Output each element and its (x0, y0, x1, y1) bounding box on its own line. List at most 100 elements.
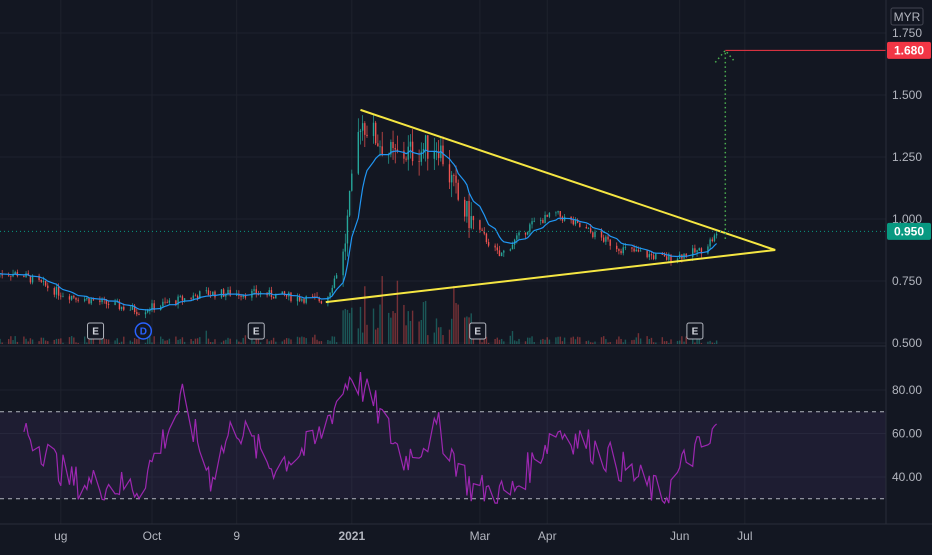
candle-body (620, 250, 622, 254)
volume-bar (433, 332, 436, 344)
price-axis[interactable]: 0.500 0.750 1.000 1.250 1.500 1.750 (892, 26, 922, 350)
volume-bar (377, 327, 379, 344)
volume-bar (531, 336, 533, 344)
candle-body (572, 220, 574, 225)
volume-bar (420, 319, 422, 344)
volume-bar (101, 338, 103, 344)
candle-body (692, 248, 694, 257)
volume-bar (576, 336, 579, 344)
volume-bar (53, 339, 55, 344)
volume-bar (196, 338, 199, 344)
candle-body (298, 296, 301, 301)
target-line[interactable] (0, 49, 886, 232)
candle-body (665, 256, 668, 260)
candle-body (618, 249, 620, 251)
volume-bar (652, 342, 655, 344)
symmetric-triangle[interactable] (325, 108, 776, 304)
candle-body (487, 242, 490, 246)
volume-bar (422, 302, 425, 344)
volume-bar (138, 337, 140, 344)
volume-bar (679, 340, 681, 344)
price-tick-label: 1.750 (892, 26, 922, 40)
volume-bar (159, 336, 162, 344)
candle-body (320, 301, 323, 304)
volume-bar (57, 338, 60, 344)
candle-body (455, 175, 457, 183)
candle-body (129, 309, 131, 311)
candle-body (88, 297, 90, 304)
volume-bar (681, 336, 683, 344)
volume-bar (83, 336, 86, 344)
volume-bar (335, 342, 338, 344)
volume-bar (409, 320, 412, 344)
price-candles[interactable] (0, 114, 718, 319)
candle-body (496, 247, 498, 251)
volume-bar (270, 340, 273, 344)
candle-body (589, 228, 592, 233)
volume-bar (92, 336, 95, 344)
volume-bar (227, 337, 229, 344)
volume-bar (711, 342, 713, 344)
candle-body (318, 297, 320, 302)
volume-bar (123, 336, 125, 344)
time-tick-label: Mar (470, 529, 491, 543)
candle-body (544, 214, 546, 224)
volume-bar (418, 321, 420, 344)
volume-bar (563, 337, 566, 344)
volume-bar (572, 336, 574, 344)
breakout-projection (714, 49, 736, 239)
volume-bar (511, 331, 514, 344)
triangle-lower-line (325, 249, 776, 304)
candle-body (179, 296, 181, 298)
candle-body (296, 296, 299, 302)
projection-arrowhead (714, 49, 736, 63)
candle-body (83, 299, 86, 301)
candle-body (700, 248, 703, 254)
candle-body (424, 135, 427, 150)
candle-body (600, 231, 603, 238)
volume-bar (361, 332, 364, 344)
candle-body (411, 141, 414, 162)
candle-body (453, 175, 455, 176)
earnings-marker (87, 322, 105, 340)
volume-bar (546, 337, 548, 344)
candle-body (242, 295, 244, 297)
volume-bar (181, 337, 184, 344)
volume-bar (107, 339, 110, 344)
volume-bar (683, 341, 685, 344)
volume-bar (136, 339, 138, 344)
volume-bar (616, 339, 618, 344)
candle-body (42, 280, 45, 282)
volume-bar (283, 339, 286, 344)
volume-bar (209, 341, 212, 344)
volume-bar (272, 337, 275, 344)
volume-bar (448, 329, 451, 344)
volume-bar (374, 329, 377, 344)
candle-body (481, 229, 483, 231)
volume-bar (364, 286, 366, 344)
rsi-axis[interactable]: 40.00 60.00 80.00 (892, 383, 922, 484)
volume-bar (290, 339, 292, 344)
volume-bar (116, 338, 118, 344)
rsi-pane[interactable] (0, 372, 886, 505)
volume-bar (88, 338, 90, 344)
candle-body (616, 245, 618, 250)
candle-body (348, 190, 351, 216)
time-axis[interactable]: ug Oct 9 2021 Mar Apr Jun Jul (54, 529, 752, 543)
currency-badge[interactable]: MYR (890, 7, 924, 26)
volume-bar (333, 336, 336, 344)
volume-bar (440, 327, 442, 344)
candle-body (344, 243, 346, 252)
candle-body (77, 299, 79, 301)
volume-bar (561, 341, 564, 344)
volume-bar (468, 317, 470, 344)
candle-body (470, 216, 472, 229)
candle-body (329, 292, 331, 297)
candle-body (531, 221, 533, 225)
candle-body (557, 211, 559, 213)
price-tick-label: 0.500 (892, 336, 922, 350)
volume-bar (44, 340, 47, 344)
